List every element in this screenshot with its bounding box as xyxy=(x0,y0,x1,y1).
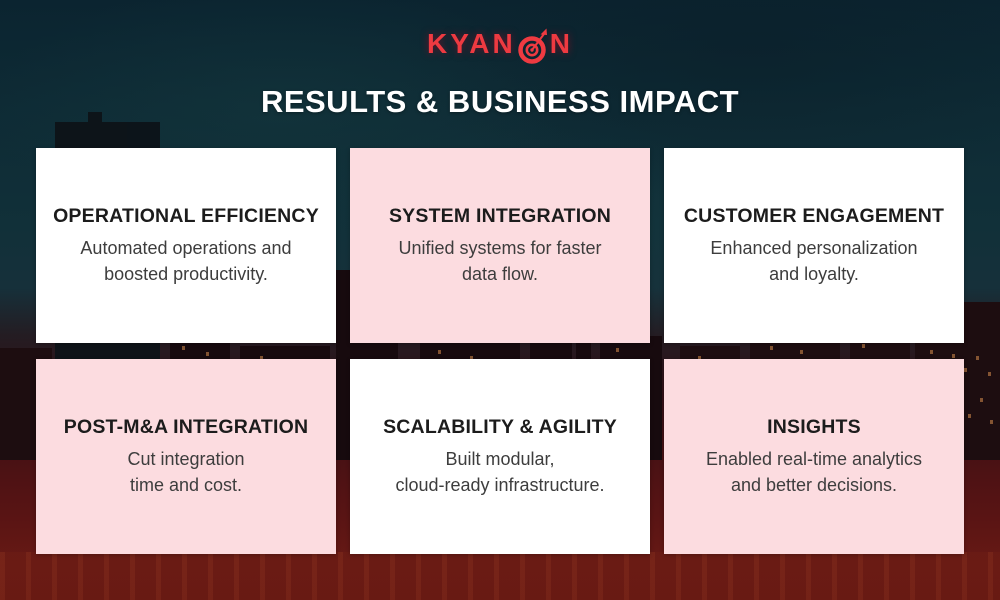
results-cards-grid: OPERATIONAL EFFICIENCY Automated operati… xyxy=(36,148,964,554)
card-body: Enhanced personalization and loyalty. xyxy=(710,237,918,284)
water-reflections-background xyxy=(0,552,1000,600)
card-insights: INSIGHTS Enabled real-time analytics and… xyxy=(664,359,964,554)
logo-text-right: N xyxy=(549,28,573,59)
page-title: RESULTS & BUSINESS IMPACT xyxy=(260,84,740,119)
card-title: SCALABILITY & AGILITY xyxy=(383,415,617,438)
kyanon-logo: KYAN N xyxy=(0,24,1000,64)
card-title: CUSTOMER ENGAGEMENT xyxy=(683,204,945,227)
card-body: Built modular, cloud-ready infrastructur… xyxy=(395,448,605,495)
card-body: Unified systems for faster data flow. xyxy=(398,237,602,284)
card-title: OPERATIONAL EFFICIENCY xyxy=(53,204,319,227)
logo-text-left: KYAN xyxy=(426,28,516,59)
card-scalability-agility: SCALABILITY & AGILITY Built modular, clo… xyxy=(350,359,650,554)
card-title: INSIGHTS xyxy=(767,415,861,438)
bullseye-target-icon xyxy=(518,28,547,64)
card-body: Enabled real-time analytics and better d… xyxy=(705,448,923,495)
card-body: Automated operations and boosted product… xyxy=(80,237,292,284)
card-customer-engagement: CUSTOMER ENGAGEMENT Enhanced personaliza… xyxy=(664,148,964,343)
card-post-ma-integration: POST-M&A INTEGRATION Cut integration tim… xyxy=(36,359,336,554)
card-title: SYSTEM INTEGRATION xyxy=(388,204,612,227)
card-title: POST-M&A INTEGRATION xyxy=(63,415,309,438)
card-body: Cut integration time and cost. xyxy=(127,448,245,495)
card-operational-efficiency: OPERATIONAL EFFICIENCY Automated operati… xyxy=(36,148,336,343)
card-system-integration: SYSTEM INTEGRATION Unified systems for f… xyxy=(350,148,650,343)
